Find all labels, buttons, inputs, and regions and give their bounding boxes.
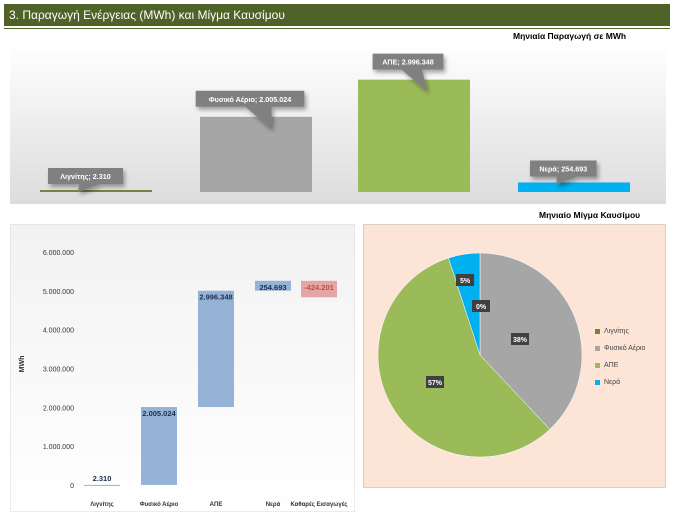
production-callout-gas: Φυσικό Αέριο; 2.005.024: [195, 90, 305, 129]
waterfall-ytick-2: 2.000.000: [43, 405, 74, 412]
section-header: 3. Παραγωγή Ενέργειας (MWh) και Μίγμα Κα…: [4, 4, 670, 29]
production-callout-res: ΑΠΕ; 2.996.348: [372, 53, 444, 92]
production-data-label-gas: Φυσικό Αέριο; 2.005.024: [209, 95, 292, 104]
legend-label-water: Νερά: [604, 379, 621, 386]
fuel-mix-legend: Λιγνίτης Φυσικό Αέριο ΑΠΕ Νερά: [595, 323, 645, 391]
fuel-mix-title: Μηνιαίο Μίγμα Καυσίμου: [539, 210, 641, 220]
waterfall-bar-lignite: [84, 484, 120, 486]
production-callout-box-water: [530, 160, 597, 185]
production-callout-water: Νερά; 254.693: [530, 160, 597, 185]
waterfall-xtick-gas: Φυσικό Αέριο: [140, 502, 179, 508]
legend-item-res: ΑΠΕ: [595, 357, 645, 374]
pie-label-box-gas: [511, 333, 529, 345]
legend-swatch-water: [595, 380, 600, 385]
legend-item-gas: Φυσικό Αέριο: [595, 340, 645, 357]
waterfall-ytick-3: 3.000.000: [43, 367, 74, 374]
production-callout-box-res: [372, 53, 444, 92]
fuel-mix-panel: 0% 38% 57% 5%: [363, 224, 666, 488]
waterfall-data-label-lignite: 2.310: [93, 474, 112, 483]
production-bar-res: [358, 79, 470, 192]
pie-data-label-lignite: 0%: [476, 304, 487, 311]
waterfall-y-axis-label: MWh: [19, 356, 26, 373]
pie-slice-gas: [479, 252, 583, 430]
production-callout-box-gas: [195, 90, 305, 129]
legend-label-gas: Φυσικό Αέριο: [604, 345, 646, 352]
waterfall-bar-gas: [141, 407, 177, 485]
production-bar-gas: [200, 116, 312, 192]
monthly-production-panel: Λιγνίτης; 2.310 Φυσικό Αέριο; 2.005.024 ΑΠ…: [10, 44, 666, 204]
waterfall-xtick-res: ΑΠΕ: [210, 502, 223, 508]
waterfall-chart: MWh 0 1.000.000 2.000.000 3.000.000 4.000.00…: [9, 223, 356, 513]
pie-data-label-res: 57%: [428, 380, 443, 387]
fuel-mix-pie: 0% 38% 57% 5%: [377, 252, 583, 458]
waterfall-panel: MWh 0 1.000.000 2.000.000 3.000.000 4.000.00…: [9, 223, 356, 513]
waterfall-xtick-imports: Καθαρές Εισαγωγές: [290, 502, 347, 508]
waterfall-data-label-gas: 2.005.024: [142, 409, 176, 418]
legend-swatch-res: [595, 363, 600, 368]
pie-label-box-res: [426, 376, 444, 388]
waterfall-data-label-imports: -424.201: [304, 283, 334, 292]
production-callout-box-lignite: [48, 168, 123, 192]
pie-label-box-water: [456, 274, 474, 286]
legend-swatch-lignite: [595, 329, 600, 334]
waterfall-ytick-0: 0: [70, 483, 74, 490]
waterfall-ytick-4: 4.000.000: [43, 328, 74, 335]
waterfall-bar-imports: [301, 280, 337, 298]
waterfall-xtick-lignite: Λιγνίτης: [90, 502, 113, 508]
legend-item-lignite: Λιγνίτης: [595, 323, 645, 340]
production-callout-lignite: Λιγνίτης; 2.310: [48, 168, 123, 192]
section-title: 3. Παραγωγή Ενέργειας (MWh) και Μίγμα Κα…: [9, 8, 285, 22]
waterfall-data-label-water: 254.693: [259, 283, 286, 292]
waterfall-bar-res: [198, 290, 234, 408]
waterfall-data-label-res: 2.996.348: [199, 293, 232, 302]
pie-data-label-gas: 38%: [513, 337, 528, 344]
production-bar-water: [518, 182, 630, 192]
waterfall-ytick-6: 6.000.000: [43, 250, 74, 257]
monthly-production-title: Μηνιαία Παραγωγή σε MWh: [513, 31, 627, 41]
monthly-production-chart: Λιγνίτης; 2.310 Φυσικό Αέριο; 2.005.024 ΑΠ…: [10, 44, 666, 204]
header-rule: [4, 28, 670, 29]
waterfall-ytick-1: 1.000.000: [43, 444, 74, 451]
legend-label-res: ΑΠΕ: [604, 362, 619, 369]
production-data-label-water: Νερά; 254.693: [539, 164, 587, 173]
pie-slice-res: [377, 257, 551, 458]
legend-item-water: Νερά: [595, 374, 645, 391]
waterfall-bar-water: [255, 280, 291, 291]
legend-label-lignite: Λιγνίτης: [604, 328, 629, 335]
waterfall-ytick-5: 5.000.000: [43, 289, 74, 296]
production-bar-lignite: [40, 190, 152, 192]
pie-label-box-lignite: [472, 300, 490, 312]
waterfall-xtick-water: Νερά: [266, 502, 281, 508]
production-data-label-res: ΑΠΕ; 2.996.348: [382, 58, 434, 67]
production-data-label-lignite: Λιγνίτης; 2.310: [60, 172, 111, 181]
legend-swatch-gas: [595, 346, 600, 351]
pie-data-label-water: 5%: [460, 278, 471, 285]
